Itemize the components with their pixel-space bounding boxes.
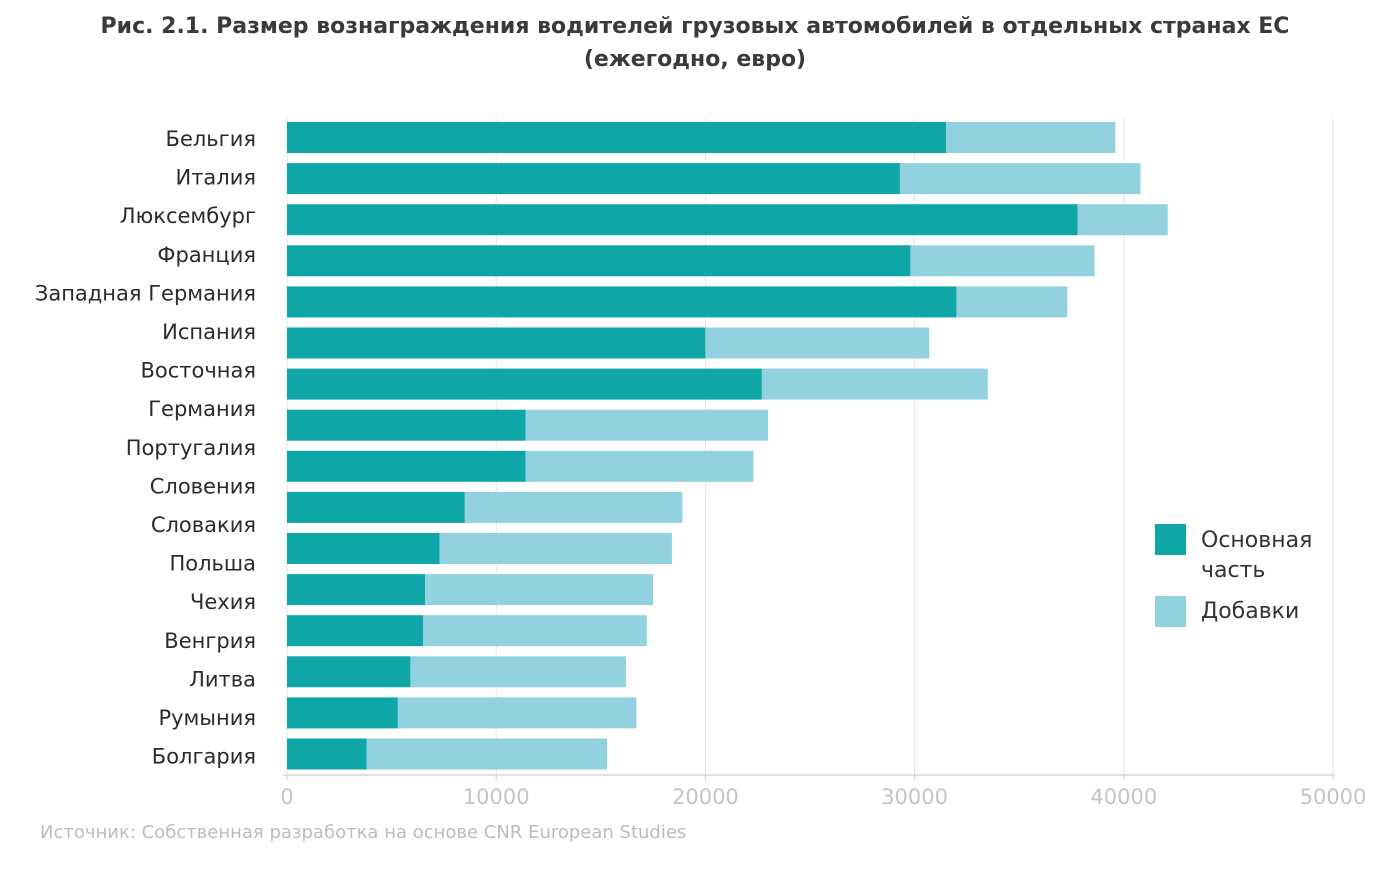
bar-segment-osnovnaya [287, 574, 426, 606]
x-tick-label: 10000 [463, 785, 530, 809]
x-tick-label: 0 [280, 785, 293, 809]
category-label: Италия [175, 166, 256, 190]
category-label: Румыния [158, 706, 256, 730]
legend-label: Основная [1201, 528, 1312, 553]
bar-segment-dobavki [945, 122, 1116, 153]
bar-segment-osnovnaya [287, 615, 423, 647]
title-line-1: Рис. 2.1. Размер вознаграждения водителе… [100, 14, 1290, 39]
bar-segment-osnovnaya [287, 450, 526, 482]
bar-segment-dobavki [525, 409, 769, 441]
category-label: Чехия [190, 590, 256, 614]
bar-segment-dobavki [956, 286, 1068, 318]
legend-label: часть [1201, 558, 1265, 583]
bar-segment-dobavki [397, 697, 637, 729]
bar-segment-dobavki [705, 327, 930, 359]
category-label: Франция [157, 243, 256, 267]
category-label: Люксембург [120, 204, 256, 228]
bar-segment-osnovnaya [287, 656, 411, 688]
category-label: Бельгия [166, 127, 256, 151]
bar-segment-osnovnaya [287, 368, 762, 400]
category-label: Западная Германия [35, 281, 256, 305]
bar-segment-dobavki [1077, 204, 1168, 236]
bar-segment-osnovnaya [287, 409, 526, 441]
bar-segment-osnovnaya [287, 697, 398, 729]
legend-swatch [1155, 524, 1186, 555]
category-label: Литва [189, 667, 256, 691]
legend-label: Добавки [1201, 599, 1299, 624]
category-label: Германия [148, 397, 256, 421]
bar-segment-osnovnaya [287, 122, 946, 153]
bar-segment-osnovnaya [287, 738, 367, 770]
bar-segment-osnovnaya [287, 327, 706, 359]
source-note: Источник: Собственная разработка на осно… [40, 822, 687, 843]
bar-segment-dobavki [464, 491, 683, 523]
category-label: Испания [162, 320, 256, 344]
category-label: Словакия [151, 513, 256, 537]
bar-segment-dobavki [366, 738, 608, 770]
bar-segment-dobavki [425, 574, 654, 606]
title-line-2: (ежегодно, евро) [583, 47, 807, 72]
bar-segment-dobavki [899, 163, 1141, 195]
x-tick-label: 40000 [1090, 785, 1157, 809]
bar-segment-osnovnaya [287, 163, 900, 195]
bar-segment-dobavki [910, 245, 1095, 277]
category-label: Словения [150, 474, 256, 498]
category-label: Болгария [152, 745, 256, 769]
bar-segment-dobavki [525, 450, 754, 482]
bar-segment-dobavki [422, 615, 647, 647]
bar-segment-dobavki [439, 533, 672, 564]
bar-segment-dobavki [761, 368, 988, 400]
x-tick-label: 30000 [881, 785, 948, 809]
bar-segment-osnovnaya [287, 204, 1078, 236]
bar-segment-osnovnaya [287, 245, 911, 277]
chart-title: Рис. 2.1. Размер вознаграждения водителе… [0, 10, 1390, 76]
category-label: Польша [169, 552, 256, 576]
category-label: Венгрия [164, 629, 256, 653]
bar-segment-dobavki [410, 656, 626, 688]
category-label: Восточная [140, 359, 256, 383]
x-tick-label: 20000 [672, 785, 739, 809]
category-label: Португалия [126, 436, 256, 460]
bar-segment-osnovnaya [287, 533, 440, 564]
bar-segment-osnovnaya [287, 491, 465, 523]
bar-segment-osnovnaya [287, 286, 957, 318]
x-tick-label: 50000 [1300, 785, 1367, 809]
legend-swatch [1155, 596, 1186, 627]
